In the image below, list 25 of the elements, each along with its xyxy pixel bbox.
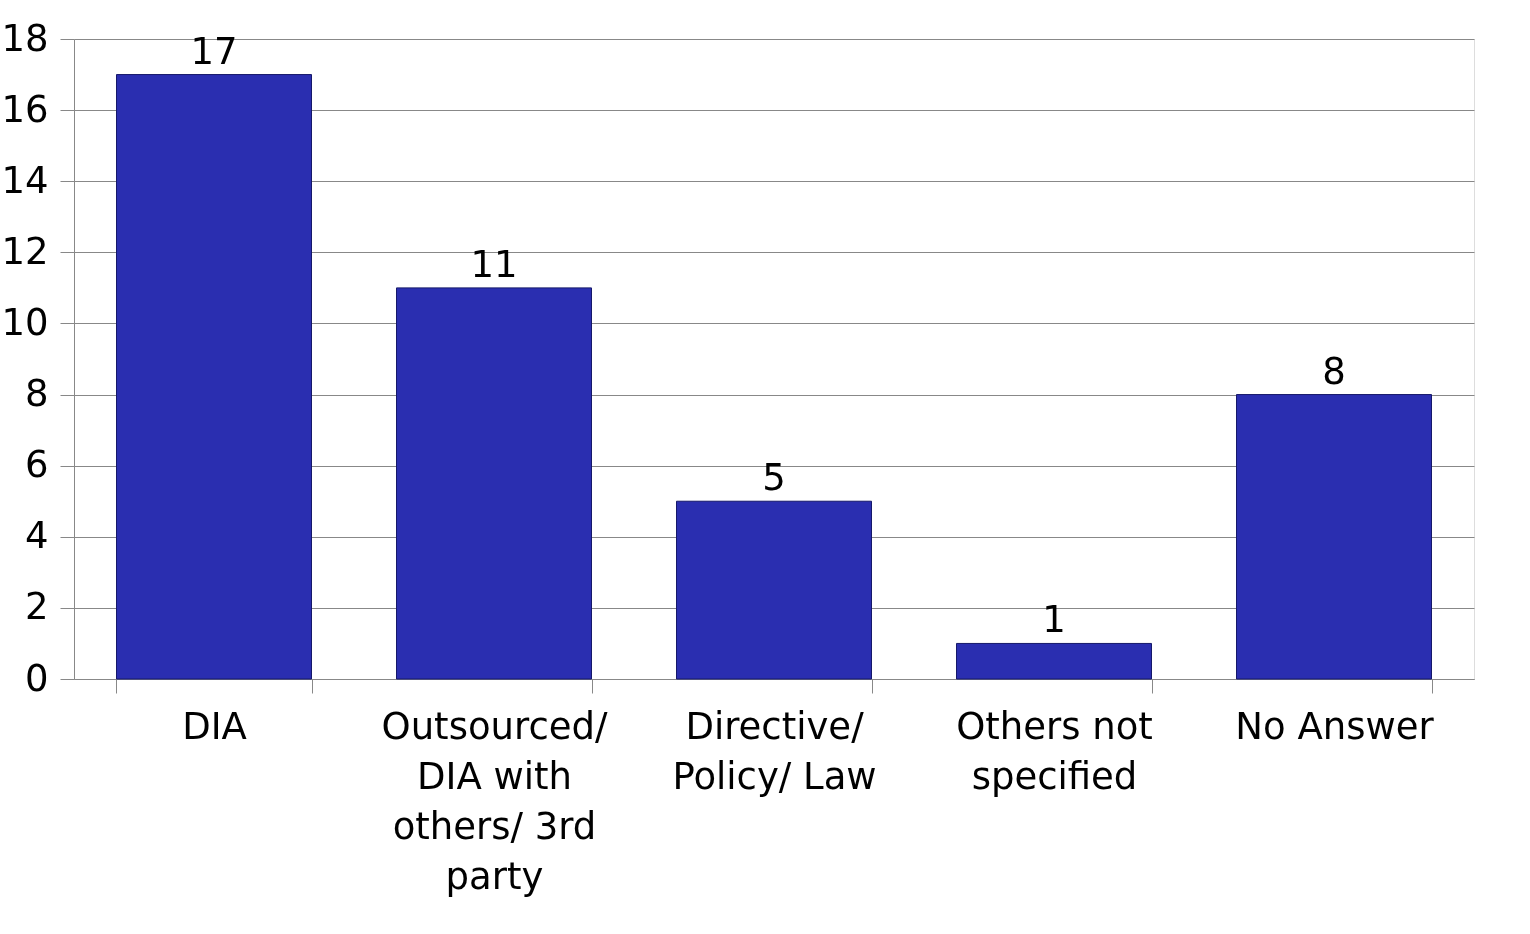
- x-tick-label: Others not specified: [956, 704, 1153, 798]
- data-label: 8: [1322, 349, 1346, 393]
- bar: [116, 74, 312, 680]
- x-tick-label: Outsourced/ DIA with others/ 3rd party: [381, 704, 608, 898]
- y-tick-label: 6: [24, 443, 49, 487]
- y-tick-label: 16: [1, 87, 49, 131]
- x-tick-label: Directive/ Policy/ Law: [672, 704, 877, 798]
- y-tick-label: 12: [1, 229, 49, 273]
- y-tick-label: 10: [1, 300, 49, 344]
- y-tick-label: 2: [24, 585, 49, 629]
- data-label: 1: [1042, 598, 1066, 642]
- bar: [676, 500, 872, 680]
- y-tick-label: 18: [1, 16, 49, 60]
- data-label: 17: [190, 29, 238, 73]
- y-tick-label: 8: [24, 372, 49, 416]
- y-tick-label: 0: [24, 656, 49, 700]
- y-tick-label: 14: [1, 158, 49, 202]
- x-tick-label: No Answer: [1235, 704, 1435, 748]
- data-label: 11: [470, 242, 518, 286]
- x-tick-label: DIA: [182, 704, 247, 748]
- bar: [956, 642, 1152, 680]
- bar: [1236, 394, 1432, 680]
- data-label: 5: [762, 456, 786, 500]
- bar: [396, 287, 592, 680]
- y-tick-label: 4: [24, 514, 49, 558]
